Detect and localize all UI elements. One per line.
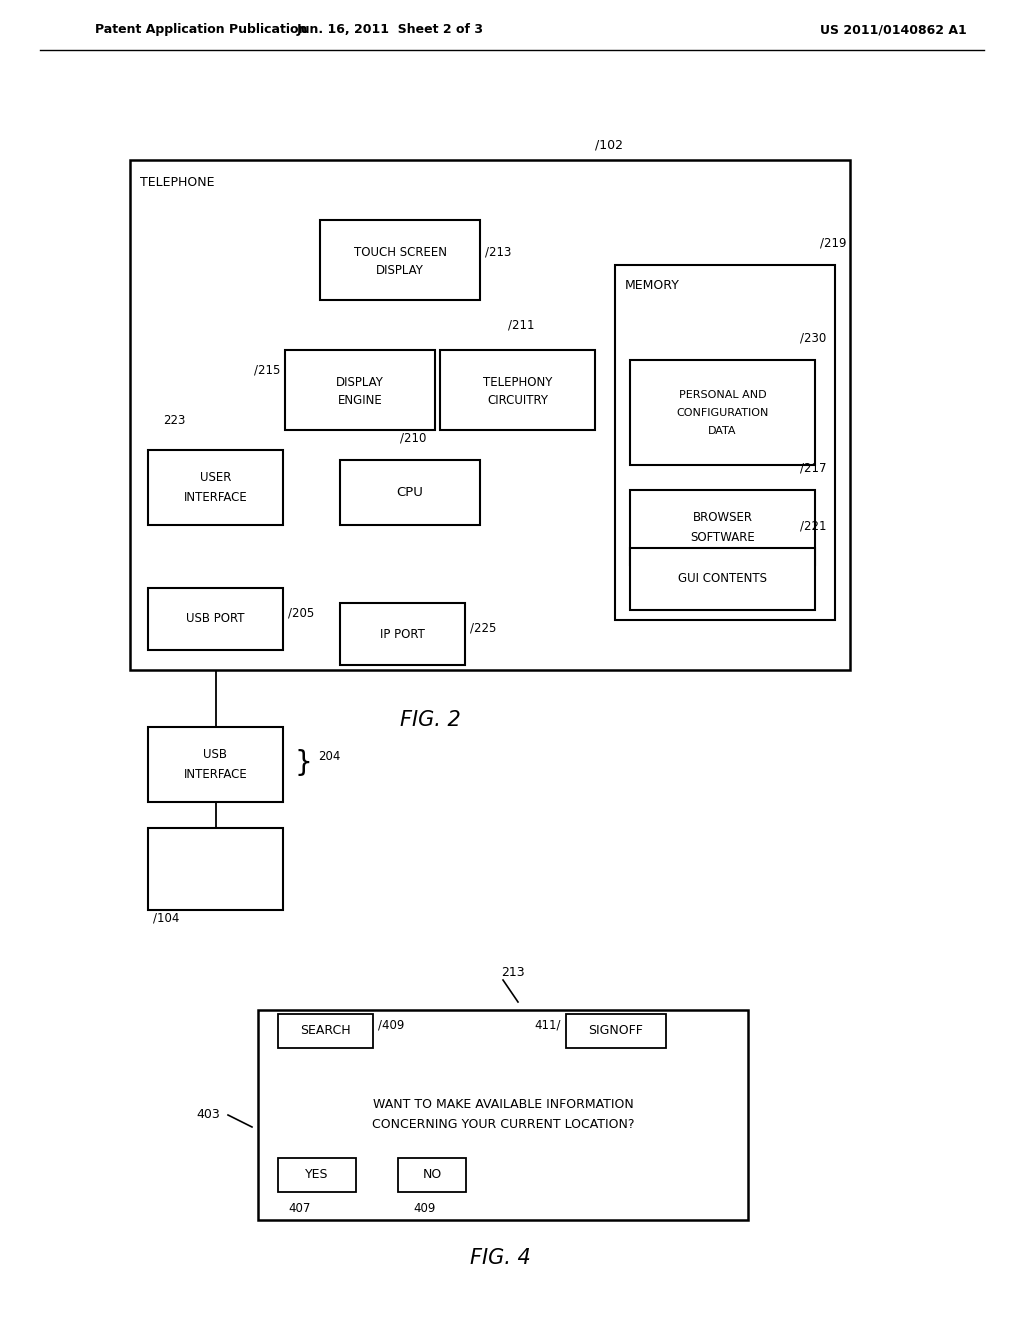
- Bar: [340, 603, 465, 665]
- Text: ENGINE: ENGINE: [338, 393, 382, 407]
- Text: Jun. 16, 2011  Sheet 2 of 3: Jun. 16, 2011 Sheet 2 of 3: [297, 24, 483, 37]
- Text: GUI CONTENTS: GUI CONTENTS: [678, 573, 767, 586]
- Text: 407: 407: [288, 1201, 310, 1214]
- Text: DISPLAY: DISPLAY: [336, 375, 384, 388]
- Text: FIG. 2: FIG. 2: [399, 710, 461, 730]
- Text: 213: 213: [501, 965, 525, 978]
- Text: BROWSER: BROWSER: [692, 511, 753, 524]
- Text: 409: 409: [413, 1201, 435, 1214]
- Text: USB: USB: [204, 748, 227, 762]
- Text: }: }: [295, 748, 312, 776]
- Text: CIRCUITRY: CIRCUITRY: [487, 393, 548, 407]
- Bar: [630, 548, 815, 610]
- Text: 411/: 411/: [535, 1019, 561, 1031]
- Text: /211: /211: [508, 318, 534, 331]
- Text: DISPLAY: DISPLAY: [376, 264, 424, 276]
- Text: /409: /409: [378, 1019, 404, 1031]
- Text: /219: /219: [820, 236, 847, 249]
- Text: 204: 204: [318, 750, 340, 763]
- Text: INTERFACE: INTERFACE: [183, 768, 248, 781]
- Bar: [285, 350, 435, 430]
- Text: SEARCH: SEARCH: [300, 1024, 351, 1038]
- Bar: [340, 459, 480, 525]
- Bar: [148, 828, 283, 909]
- Text: NO: NO: [422, 1168, 441, 1181]
- Bar: [398, 1158, 466, 1192]
- Text: /225: /225: [470, 622, 497, 635]
- Text: 403: 403: [197, 1109, 220, 1122]
- Text: TELEPHONY: TELEPHONY: [482, 375, 552, 388]
- Text: /217: /217: [800, 462, 826, 474]
- Text: USER: USER: [200, 471, 231, 484]
- Text: /215: /215: [254, 363, 280, 376]
- Text: INTERFACE: INTERFACE: [183, 491, 248, 504]
- Text: DATA: DATA: [709, 425, 736, 436]
- Text: /102: /102: [595, 139, 623, 152]
- Text: USB PORT: USB PORT: [186, 612, 245, 626]
- Bar: [258, 1010, 748, 1220]
- Text: FIG. 4: FIG. 4: [470, 1247, 530, 1269]
- Text: SOFTWARE: SOFTWARE: [690, 531, 755, 544]
- Text: /230: /230: [800, 331, 826, 345]
- Bar: [630, 490, 815, 565]
- Text: 223: 223: [163, 413, 185, 426]
- Text: IP PORT: IP PORT: [380, 627, 425, 640]
- Text: US 2011/0140862 A1: US 2011/0140862 A1: [820, 24, 967, 37]
- Text: MEMORY: MEMORY: [625, 279, 680, 292]
- Bar: [615, 265, 835, 620]
- Bar: [148, 450, 283, 525]
- Text: TELEPHONE: TELEPHONE: [140, 176, 214, 189]
- Text: /104: /104: [153, 912, 179, 924]
- Text: SIGNOFF: SIGNOFF: [589, 1024, 643, 1038]
- Text: /221: /221: [800, 520, 826, 532]
- Bar: [319, 220, 480, 300]
- Bar: [278, 1158, 356, 1192]
- Bar: [630, 360, 815, 465]
- Text: TOUCH SCREEN: TOUCH SCREEN: [353, 246, 446, 259]
- Text: CPU: CPU: [396, 486, 424, 499]
- Bar: [278, 1014, 373, 1048]
- Bar: [130, 160, 850, 671]
- Text: CONCERNING YOUR CURRENT LOCATION?: CONCERNING YOUR CURRENT LOCATION?: [372, 1118, 634, 1131]
- Bar: [440, 350, 595, 430]
- Bar: [566, 1014, 666, 1048]
- Text: WANT TO MAKE AVAILABLE INFORMATION: WANT TO MAKE AVAILABLE INFORMATION: [373, 1098, 634, 1111]
- Text: YES: YES: [305, 1168, 329, 1181]
- Text: /205: /205: [288, 606, 314, 619]
- Text: Patent Application Publication: Patent Application Publication: [95, 24, 307, 37]
- Bar: [148, 587, 283, 649]
- Text: /213: /213: [485, 246, 511, 259]
- Text: PERSONAL AND: PERSONAL AND: [679, 389, 766, 400]
- Text: /210: /210: [400, 432, 426, 445]
- Bar: [148, 727, 283, 803]
- Text: CONFIGURATION: CONFIGURATION: [676, 408, 769, 417]
